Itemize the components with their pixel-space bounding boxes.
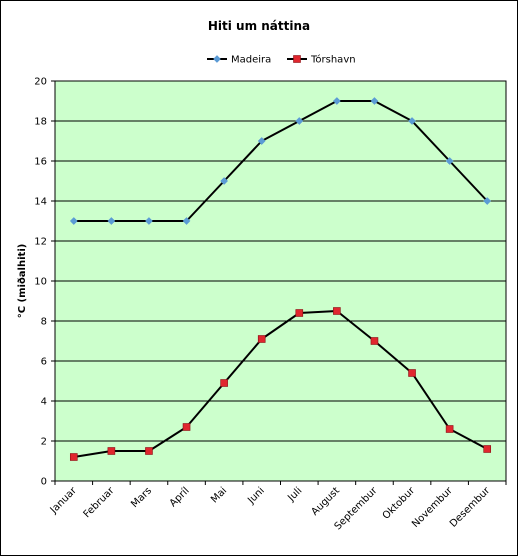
- legend-label: Madeira: [231, 55, 271, 66]
- x-tick-label: August: [309, 485, 342, 518]
- series-line: [73, 310, 488, 458]
- x-tick-label: Februar: [82, 485, 118, 521]
- x-tick-label: Oktobur: [381, 485, 418, 522]
- legend: Madeira Tórshavn: [207, 54, 356, 66]
- x-tick-label: Mai: [209, 485, 229, 505]
- data-point: [370, 337, 379, 345]
- data-point: [483, 197, 492, 205]
- y-axis-label: °C (miðalhiti): [17, 244, 28, 319]
- data-point: [69, 217, 78, 225]
- data-point: [69, 453, 78, 461]
- y-tick-label: 10: [34, 277, 47, 288]
- data-point: [257, 335, 266, 343]
- y-tick-label: 6: [41, 357, 47, 368]
- y-tick-label: 4: [41, 397, 47, 408]
- data-point: [107, 217, 116, 225]
- x-tick-label: Desembur: [448, 485, 493, 530]
- y-tick-label: 16: [34, 157, 47, 168]
- gridlines: [55, 120, 506, 442]
- y-tick-label: 14: [34, 197, 47, 208]
- y-axis: 0 2 4 6 8 10 12 14 16 18 20: [34, 77, 55, 488]
- y-tick-label: 18: [34, 117, 47, 128]
- series-madeira: [69, 97, 492, 225]
- y-tick-label: 12: [34, 237, 47, 248]
- x-tick-label: Mars: [129, 485, 154, 510]
- data-point: [220, 379, 228, 387]
- x-axis: Januar Februar Mars Apríl Mai Juni Juli AugustS…: [48, 481, 507, 532]
- y-tick-label: 8: [41, 317, 47, 328]
- chart-title: Hiti um náttina: [208, 19, 310, 33]
- x-tick-label: Apríl: [167, 485, 192, 510]
- legend-item: Madeira: [207, 55, 271, 66]
- legend-label: Tórshavn: [310, 54, 356, 66]
- legend-marker: [293, 55, 301, 63]
- data-point: [295, 117, 304, 125]
- data-point: [295, 309, 304, 317]
- data-point: [408, 369, 416, 377]
- data-point: [145, 217, 153, 225]
- data-point: [333, 307, 341, 315]
- data-point: [107, 447, 116, 455]
- x-tick-label: Juli: [285, 485, 304, 504]
- y-tick-label: 2: [41, 437, 47, 448]
- data-point: [257, 137, 266, 145]
- data-point: [332, 97, 341, 105]
- data-point: [182, 217, 191, 225]
- data-point: [220, 177, 229, 185]
- legend-item: Tórshavn: [287, 54, 356, 66]
- data-point: [445, 425, 454, 433]
- x-tick-label: Januar: [48, 485, 80, 517]
- data-point: [445, 157, 454, 165]
- data-point: [408, 117, 416, 125]
- data-point: [483, 445, 492, 453]
- y-tick-label: 20: [34, 77, 47, 88]
- data-point: [182, 423, 191, 431]
- x-tick-label: Juni: [245, 485, 267, 507]
- series-tórshavn: [69, 307, 492, 461]
- series-layer: [69, 97, 492, 461]
- data-point: [370, 97, 379, 105]
- y-tick-label: 0: [41, 477, 47, 488]
- series-line: [73, 100, 488, 222]
- data-point: [145, 447, 153, 455]
- legend-marker: [213, 55, 221, 63]
